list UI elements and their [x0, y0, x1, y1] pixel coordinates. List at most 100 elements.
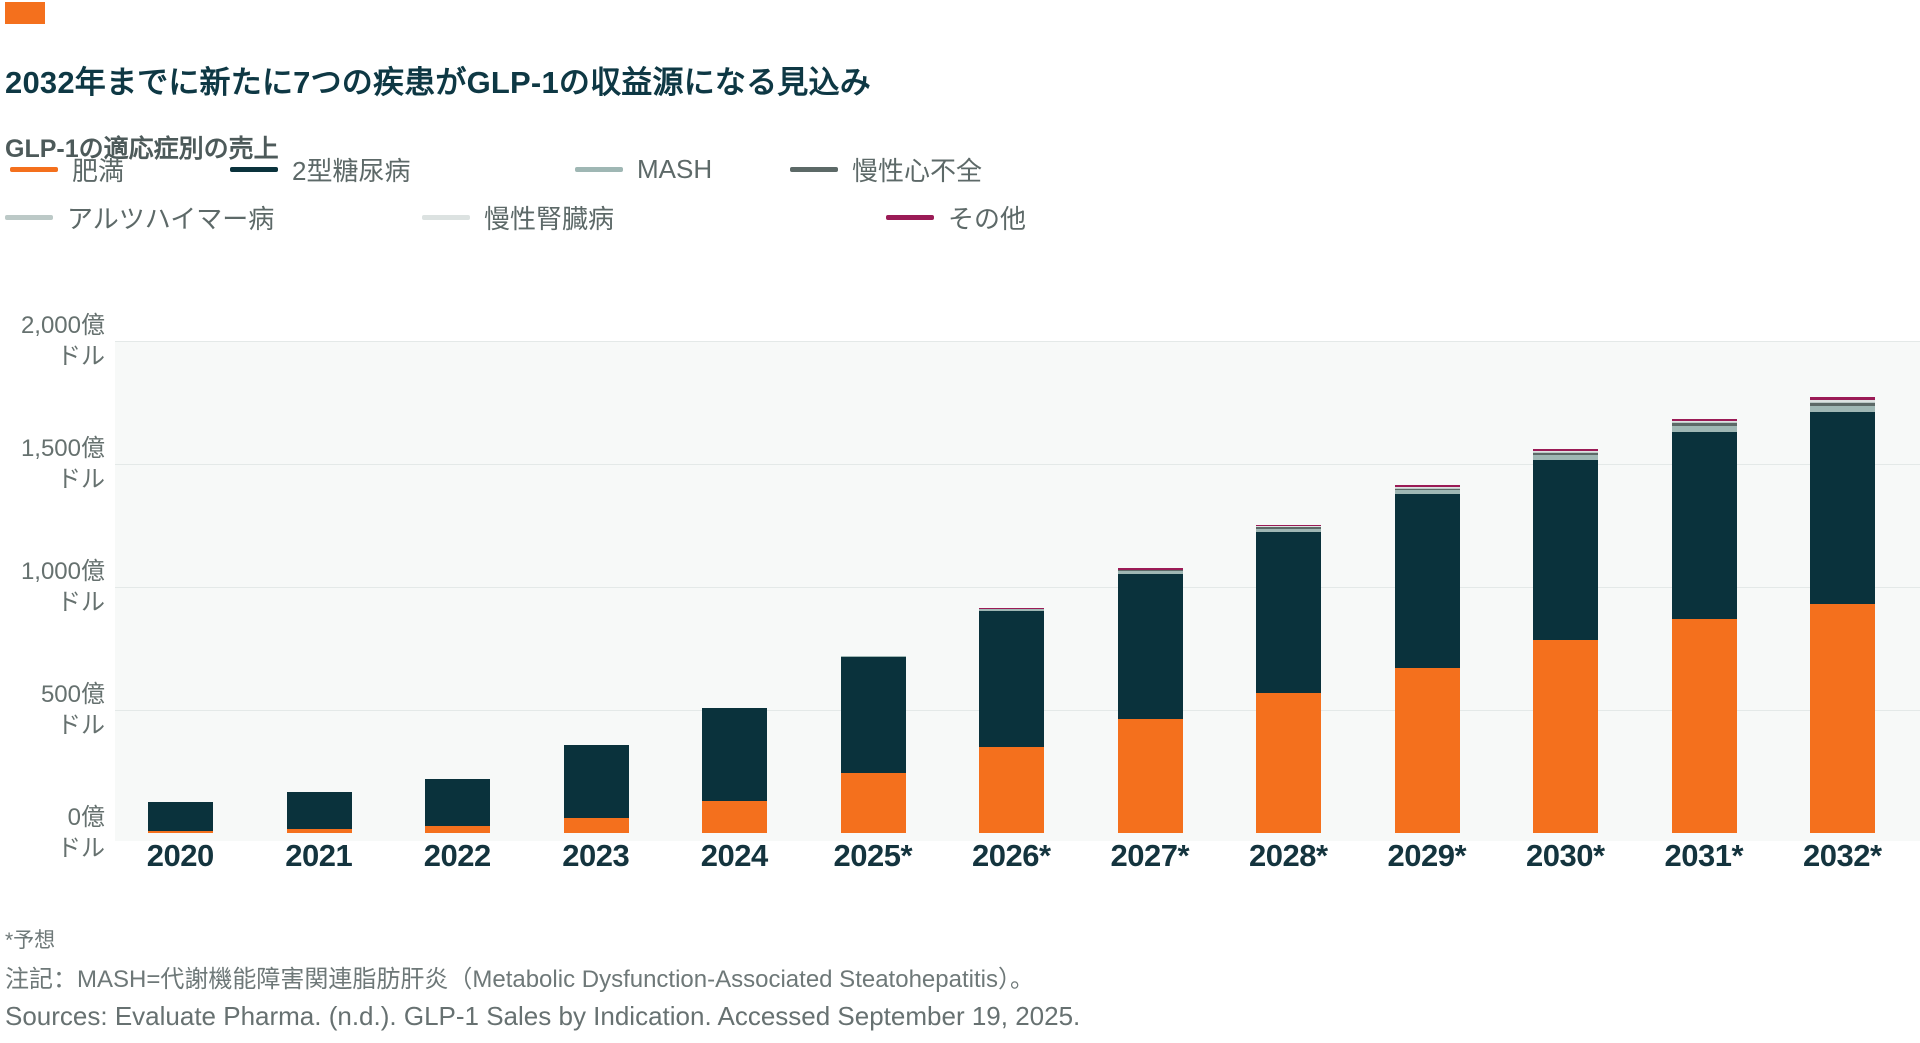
forecast-footnote: *予想 — [5, 929, 56, 952]
bar-segment-type2-diabetes — [702, 708, 767, 801]
bar-segment-chronic-heart-failure — [1256, 527, 1321, 529]
legend-item-obesity: 肥満 — [10, 153, 125, 186]
bar-segment-mash — [840, 655, 906, 657]
legend-label: アルツハイマー病 — [67, 203, 275, 234]
bar-2027 — [1117, 568, 1183, 833]
bar-2029 — [1394, 485, 1460, 833]
x-axis-label: 2029* — [1387, 838, 1467, 873]
legend-label: MASH — [637, 153, 713, 184]
bar-segment-type2-diabetes — [1671, 432, 1737, 619]
bar-2026 — [979, 608, 1044, 833]
bar-segment-alzheimers-disease — [1810, 401, 1875, 404]
bar-segment-chronic-kidney-disease — [1671, 420, 1737, 423]
bar-2021 — [286, 792, 352, 833]
page-title: 2032年までに新たに7つの疾患がGLP-1の収益源になる見込み — [5, 64, 871, 100]
y-axis-tick: 1,500億 ドル — [20, 435, 105, 493]
x-axis-label: 2030* — [1525, 838, 1605, 873]
x-axis: 2020 2021 2022 2023 2024 2025* 2026* 2027* 2028*… — [111, 838, 1912, 874]
bar-2030 — [1533, 448, 1598, 833]
bar-segment-mash — [1256, 528, 1321, 533]
bar-2032 — [1810, 397, 1875, 833]
bar-segment-chronic-kidney-disease — [1810, 399, 1875, 402]
x-axis-baseline — [115, 833, 1920, 834]
bar-segment-type2-diabetes — [286, 792, 352, 829]
legend-swatch-alzheimers-disease — [5, 214, 53, 220]
bar-segment-obesity — [1256, 692, 1321, 833]
legend-item-chronic-heart-failure: 慢性心不全 — [790, 153, 983, 186]
bar-segment-other — [1671, 418, 1737, 421]
x-axis-label: 2027* — [1110, 838, 1190, 873]
legend-item-mash: MASH — [575, 153, 712, 185]
x-axis-label: 2028* — [1248, 838, 1328, 873]
bar-segment-obesity — [702, 800, 767, 833]
gridline — [115, 464, 1920, 465]
bar-2028 — [1256, 524, 1321, 833]
bar-segment-alzheimers-disease — [1533, 451, 1598, 453]
legend-item-alzheimers-disease: アルツハイマー病 — [5, 201, 275, 234]
legend-swatch-chronic-heart-failure — [790, 166, 838, 172]
legend-swatch-other — [886, 214, 934, 220]
legend-item-other: その他 — [886, 201, 1027, 234]
bar-segment-obesity — [1810, 604, 1875, 833]
legend-item-chronic-kidney-disease: 慢性腎臓病 — [422, 201, 615, 234]
bars — [148, 341, 1875, 833]
bar-segment-type2-diabetes — [1394, 494, 1460, 668]
bar-segment-alzheimers-disease — [1671, 422, 1737, 424]
bar-segment-obesity — [1394, 667, 1460, 833]
bar-segment-obesity — [148, 830, 213, 833]
x-axis-label: 2026* — [971, 838, 1051, 873]
legend-label: その他 — [948, 203, 1027, 234]
legend-label: 慢性腎臓病 — [484, 203, 615, 234]
legend-row-1: 肥満 2型糖尿病 MASH 慢性心不全 — [0, 153, 1200, 186]
bar-2020 — [148, 801, 213, 833]
bar-segment-mash — [1117, 571, 1183, 575]
bar-segment-chronic-heart-failure — [1394, 488, 1460, 491]
bar-segment-type2-diabetes — [1533, 459, 1598, 640]
source-line: Sources: Evaluate Pharma. (n.d.). GLP-1 … — [5, 1001, 1081, 1031]
x-axis-label: 2024 — [700, 838, 768, 873]
y-axis-tick: 500億 ドル — [40, 681, 105, 739]
gridline — [115, 341, 1920, 342]
bar-segment-mash — [1533, 454, 1598, 460]
bar-segment-type2-diabetes — [840, 656, 906, 773]
legend-label: 肥満 — [72, 155, 125, 186]
legend-swatch-mash — [575, 166, 623, 172]
chart-subtitle: GLP-1の適応症別の売上 — [5, 134, 279, 163]
legend-swatch-obesity — [10, 166, 58, 172]
x-axis-label: 2023 — [562, 838, 630, 873]
x-axis-label: 2021 — [285, 838, 353, 873]
bar-segment-obesity — [979, 746, 1044, 833]
bar-segment-type2-diabetes — [1810, 412, 1875, 605]
bar-segment-type2-diabetes — [1117, 574, 1183, 720]
bar-segment-chronic-heart-failure — [1533, 452, 1598, 455]
bar-segment-chronic-kidney-disease — [1256, 526, 1321, 527]
y-axis-tick: 1,000億 ドル — [20, 558, 105, 616]
bar-segment-mash — [1394, 490, 1460, 495]
bar-segment-obesity — [1533, 639, 1598, 833]
bar-segment-chronic-heart-failure — [1117, 570, 1183, 572]
x-axis-label: 2022 — [423, 838, 491, 873]
bar-segment-other — [1533, 448, 1598, 451]
bar-segment-type2-diabetes — [148, 801, 213, 831]
y-axis-tick: 0億 ドル — [57, 804, 105, 862]
bar-2031 — [1671, 418, 1737, 833]
bar-segment-type2-diabetes — [1256, 532, 1321, 693]
bar-segment-chronic-heart-failure — [1671, 423, 1737, 427]
bar-2025 — [840, 655, 906, 833]
legend-item-type2-diabetes: 2型糖尿病 — [230, 153, 410, 186]
bar-segment-other — [1256, 524, 1321, 527]
bar-segment-obesity — [563, 817, 629, 833]
legend-swatch-type2-diabetes — [230, 166, 278, 172]
bar-segment-obesity — [840, 772, 906, 833]
x-axis-label: 2020 — [146, 838, 214, 873]
x-axis-label: 2031* — [1664, 838, 1744, 873]
plot-area — [115, 341, 1920, 841]
x-axis-label: 2025* — [833, 838, 913, 873]
bar-segment-mash — [979, 609, 1044, 612]
accent-block-decoration — [5, 2, 45, 24]
bar-segment-obesity — [425, 826, 490, 833]
bar-segment-other — [1394, 485, 1460, 487]
legend-label: 慢性心不全 — [852, 155, 983, 186]
y-axis: 2,000億 ドル 1,500億 ドル 1,000億 ドル 500億 ドル 0億 ドル — [0, 0, 105, 900]
